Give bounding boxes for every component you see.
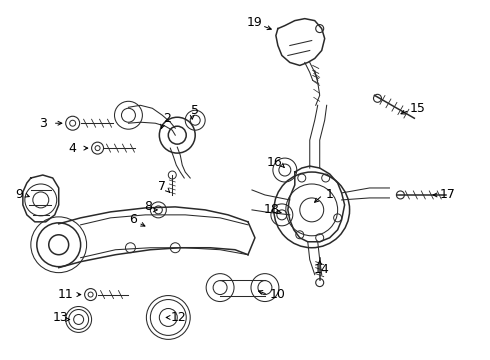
Text: 19: 19	[247, 16, 263, 29]
Text: 18: 18	[264, 203, 280, 216]
Text: 16: 16	[267, 156, 283, 168]
Text: 3: 3	[39, 117, 47, 130]
Text: 1: 1	[326, 188, 334, 202]
Text: 11: 11	[58, 288, 74, 301]
Text: 8: 8	[145, 201, 152, 213]
Text: 10: 10	[270, 288, 286, 301]
Text: 9: 9	[15, 188, 23, 202]
Text: 13: 13	[53, 311, 69, 324]
Text: 6: 6	[129, 213, 137, 226]
Text: 12: 12	[171, 311, 186, 324]
Text: 14: 14	[314, 263, 330, 276]
Text: 4: 4	[69, 141, 76, 155]
Text: 17: 17	[439, 188, 455, 202]
Text: 7: 7	[158, 180, 166, 193]
Text: 5: 5	[191, 104, 199, 117]
Text: 15: 15	[410, 102, 425, 115]
Text: 2: 2	[163, 112, 171, 125]
